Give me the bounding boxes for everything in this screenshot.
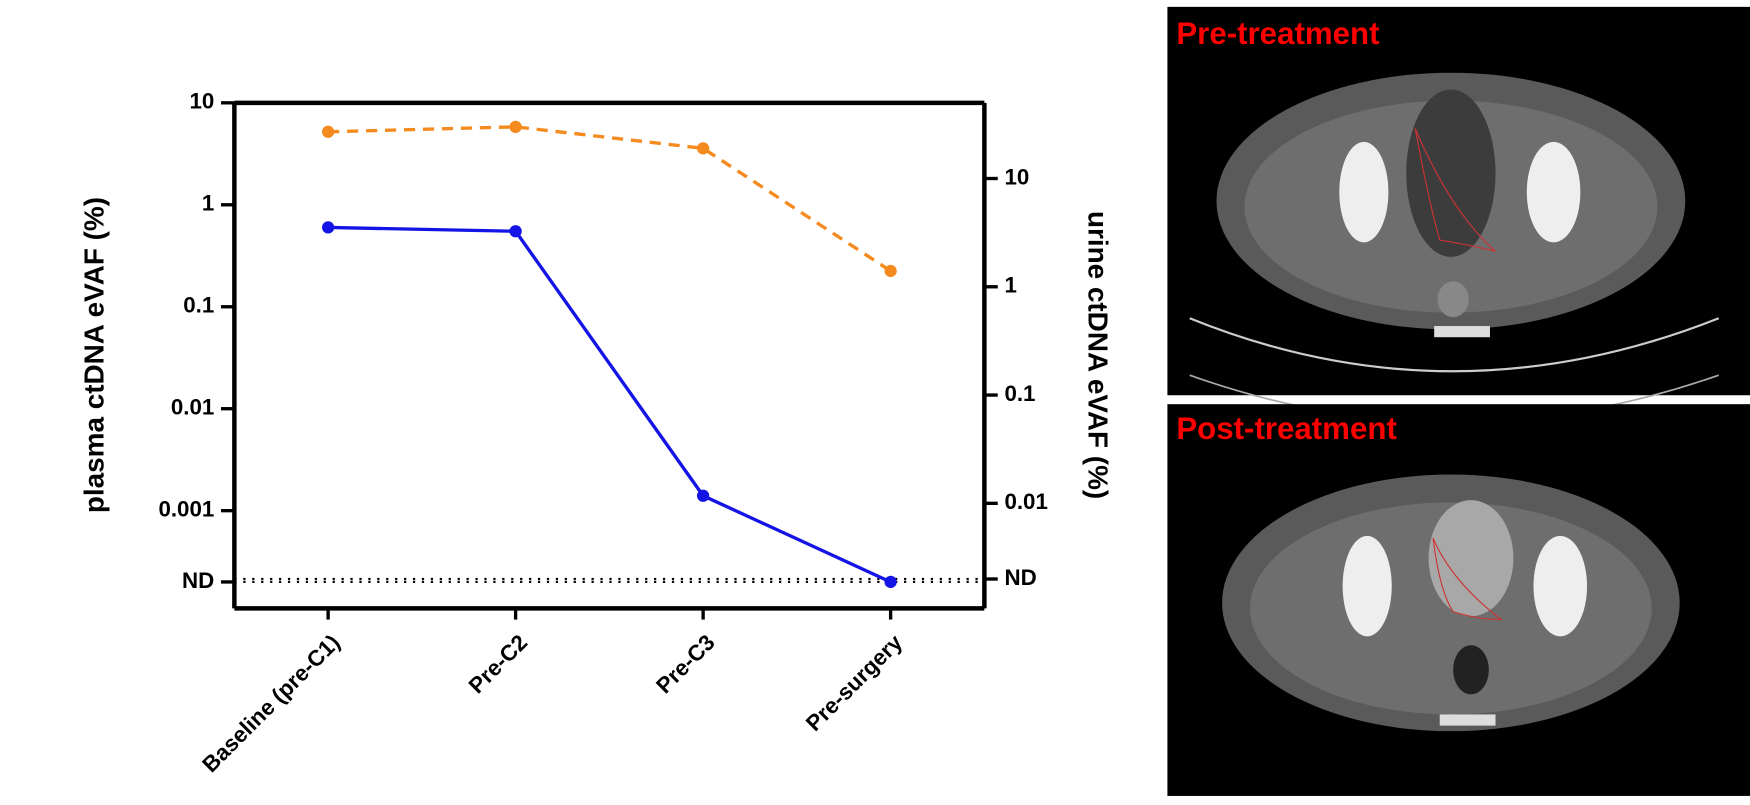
data-point bbox=[509, 121, 521, 133]
y2-tick-label: 0.01 bbox=[1004, 489, 1047, 514]
data-point bbox=[509, 225, 521, 237]
data-point bbox=[322, 221, 334, 233]
y2-axis-title: urine ctDNA eVAF (%) bbox=[1083, 211, 1114, 499]
data-point bbox=[884, 576, 896, 588]
data-point bbox=[884, 265, 896, 277]
ct-panel: Pre-treatment bbox=[1167, 7, 1750, 422]
figure: plasma ctDNA eVAF (%) urine ctDNA eVAF (… bbox=[0, 0, 1750, 805]
page: {"chart_data": {"type": "line", "categor… bbox=[0, 0, 1750, 805]
y2-tick-label: 0.1 bbox=[1004, 381, 1035, 406]
y-axis-title: plasma ctDNA eVAF (%) bbox=[78, 197, 109, 513]
y2-tick-label: 1 bbox=[1004, 273, 1016, 298]
data-point bbox=[697, 490, 709, 502]
ct-panel: Post-treatment bbox=[1167, 404, 1750, 796]
series-line bbox=[328, 227, 891, 582]
y-tick-label: 10 bbox=[189, 89, 214, 114]
x-tick-label: Pre-surgery bbox=[801, 629, 908, 736]
panel-label: Pre-treatment bbox=[1176, 16, 1380, 51]
data-point bbox=[697, 142, 709, 154]
x-tick-label: Pre-C2 bbox=[464, 630, 533, 699]
y-tick-label: 0.01 bbox=[171, 395, 214, 420]
y2-tick-label: 10 bbox=[1004, 164, 1029, 189]
y2-tick-label: ND bbox=[1004, 565, 1036, 590]
y-tick-label: 0.001 bbox=[158, 497, 214, 522]
y-tick-label: ND bbox=[182, 568, 214, 593]
data-point bbox=[322, 126, 334, 138]
series-line bbox=[328, 127, 891, 271]
y-tick-label: 1 bbox=[202, 191, 214, 216]
x-tick-label: Baseline (pre-C1) bbox=[197, 630, 344, 777]
x-tick-label: Pre-C3 bbox=[651, 630, 720, 699]
panel-label: Post-treatment bbox=[1176, 411, 1397, 446]
y-tick-label: 0.1 bbox=[183, 293, 214, 318]
